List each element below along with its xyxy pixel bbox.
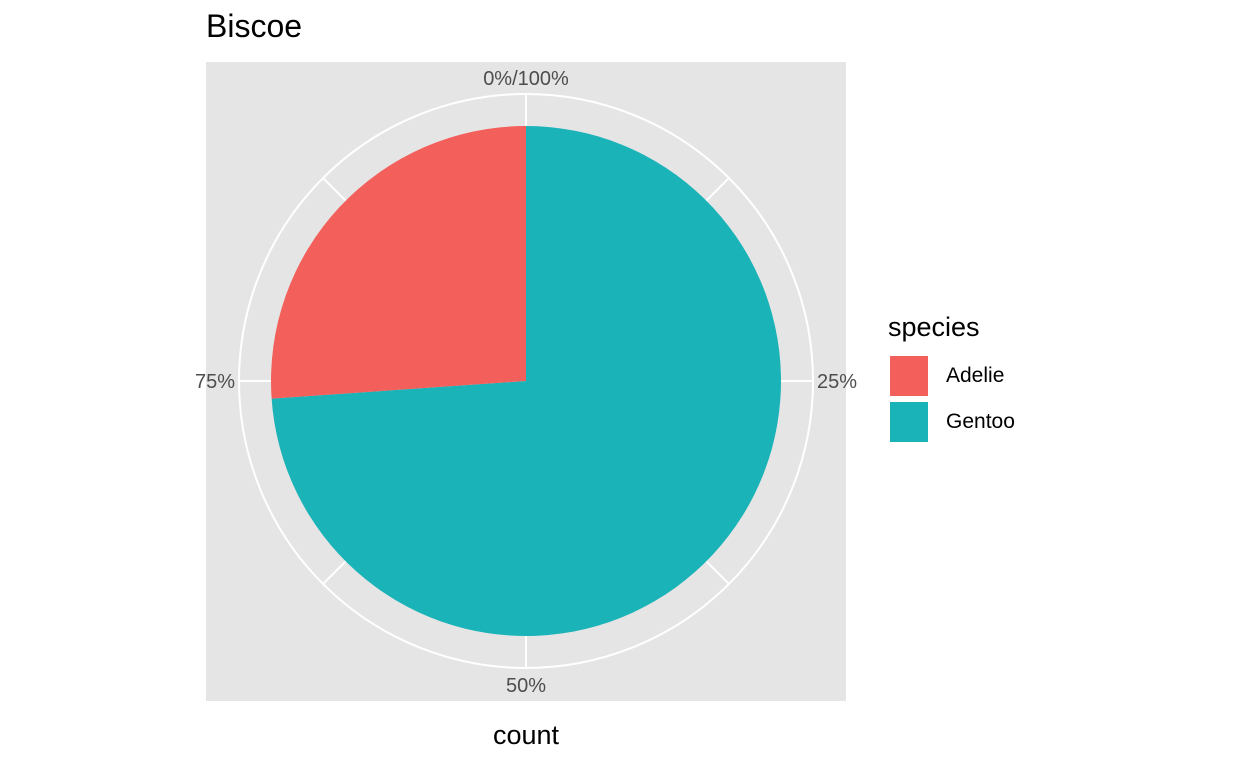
x-axis-title: count [492, 720, 560, 750]
pie-slice-adelie [271, 126, 526, 399]
legend-label: Adelie [946, 364, 1005, 387]
pie-slices [271, 126, 782, 636]
legend-swatch-adelie [890, 356, 928, 396]
legend-label: Gentoo [946, 410, 1015, 433]
theta-tick-label: 25% [817, 371, 857, 393]
legend: species Adelie Gentoo [888, 312, 1015, 445]
theta-ticks: 0%/100% 25% 50% 75% [195, 68, 857, 697]
legend-swatch-gentoo [890, 402, 928, 442]
pie-slice-gentoo [271, 126, 782, 636]
legend-key [888, 355, 930, 397]
legend-key [888, 401, 930, 443]
chart-title: Biscoe [206, 8, 303, 44]
theta-tick-label: 0%/100% [483, 68, 569, 90]
legend-item-gentoo: Gentoo [888, 399, 1015, 445]
theta-tick-label: 75% [195, 371, 235, 393]
legend-title: species [888, 312, 980, 342]
theta-tick-label: 50% [506, 675, 546, 697]
legend-item-adelie: Adelie [888, 353, 1015, 399]
